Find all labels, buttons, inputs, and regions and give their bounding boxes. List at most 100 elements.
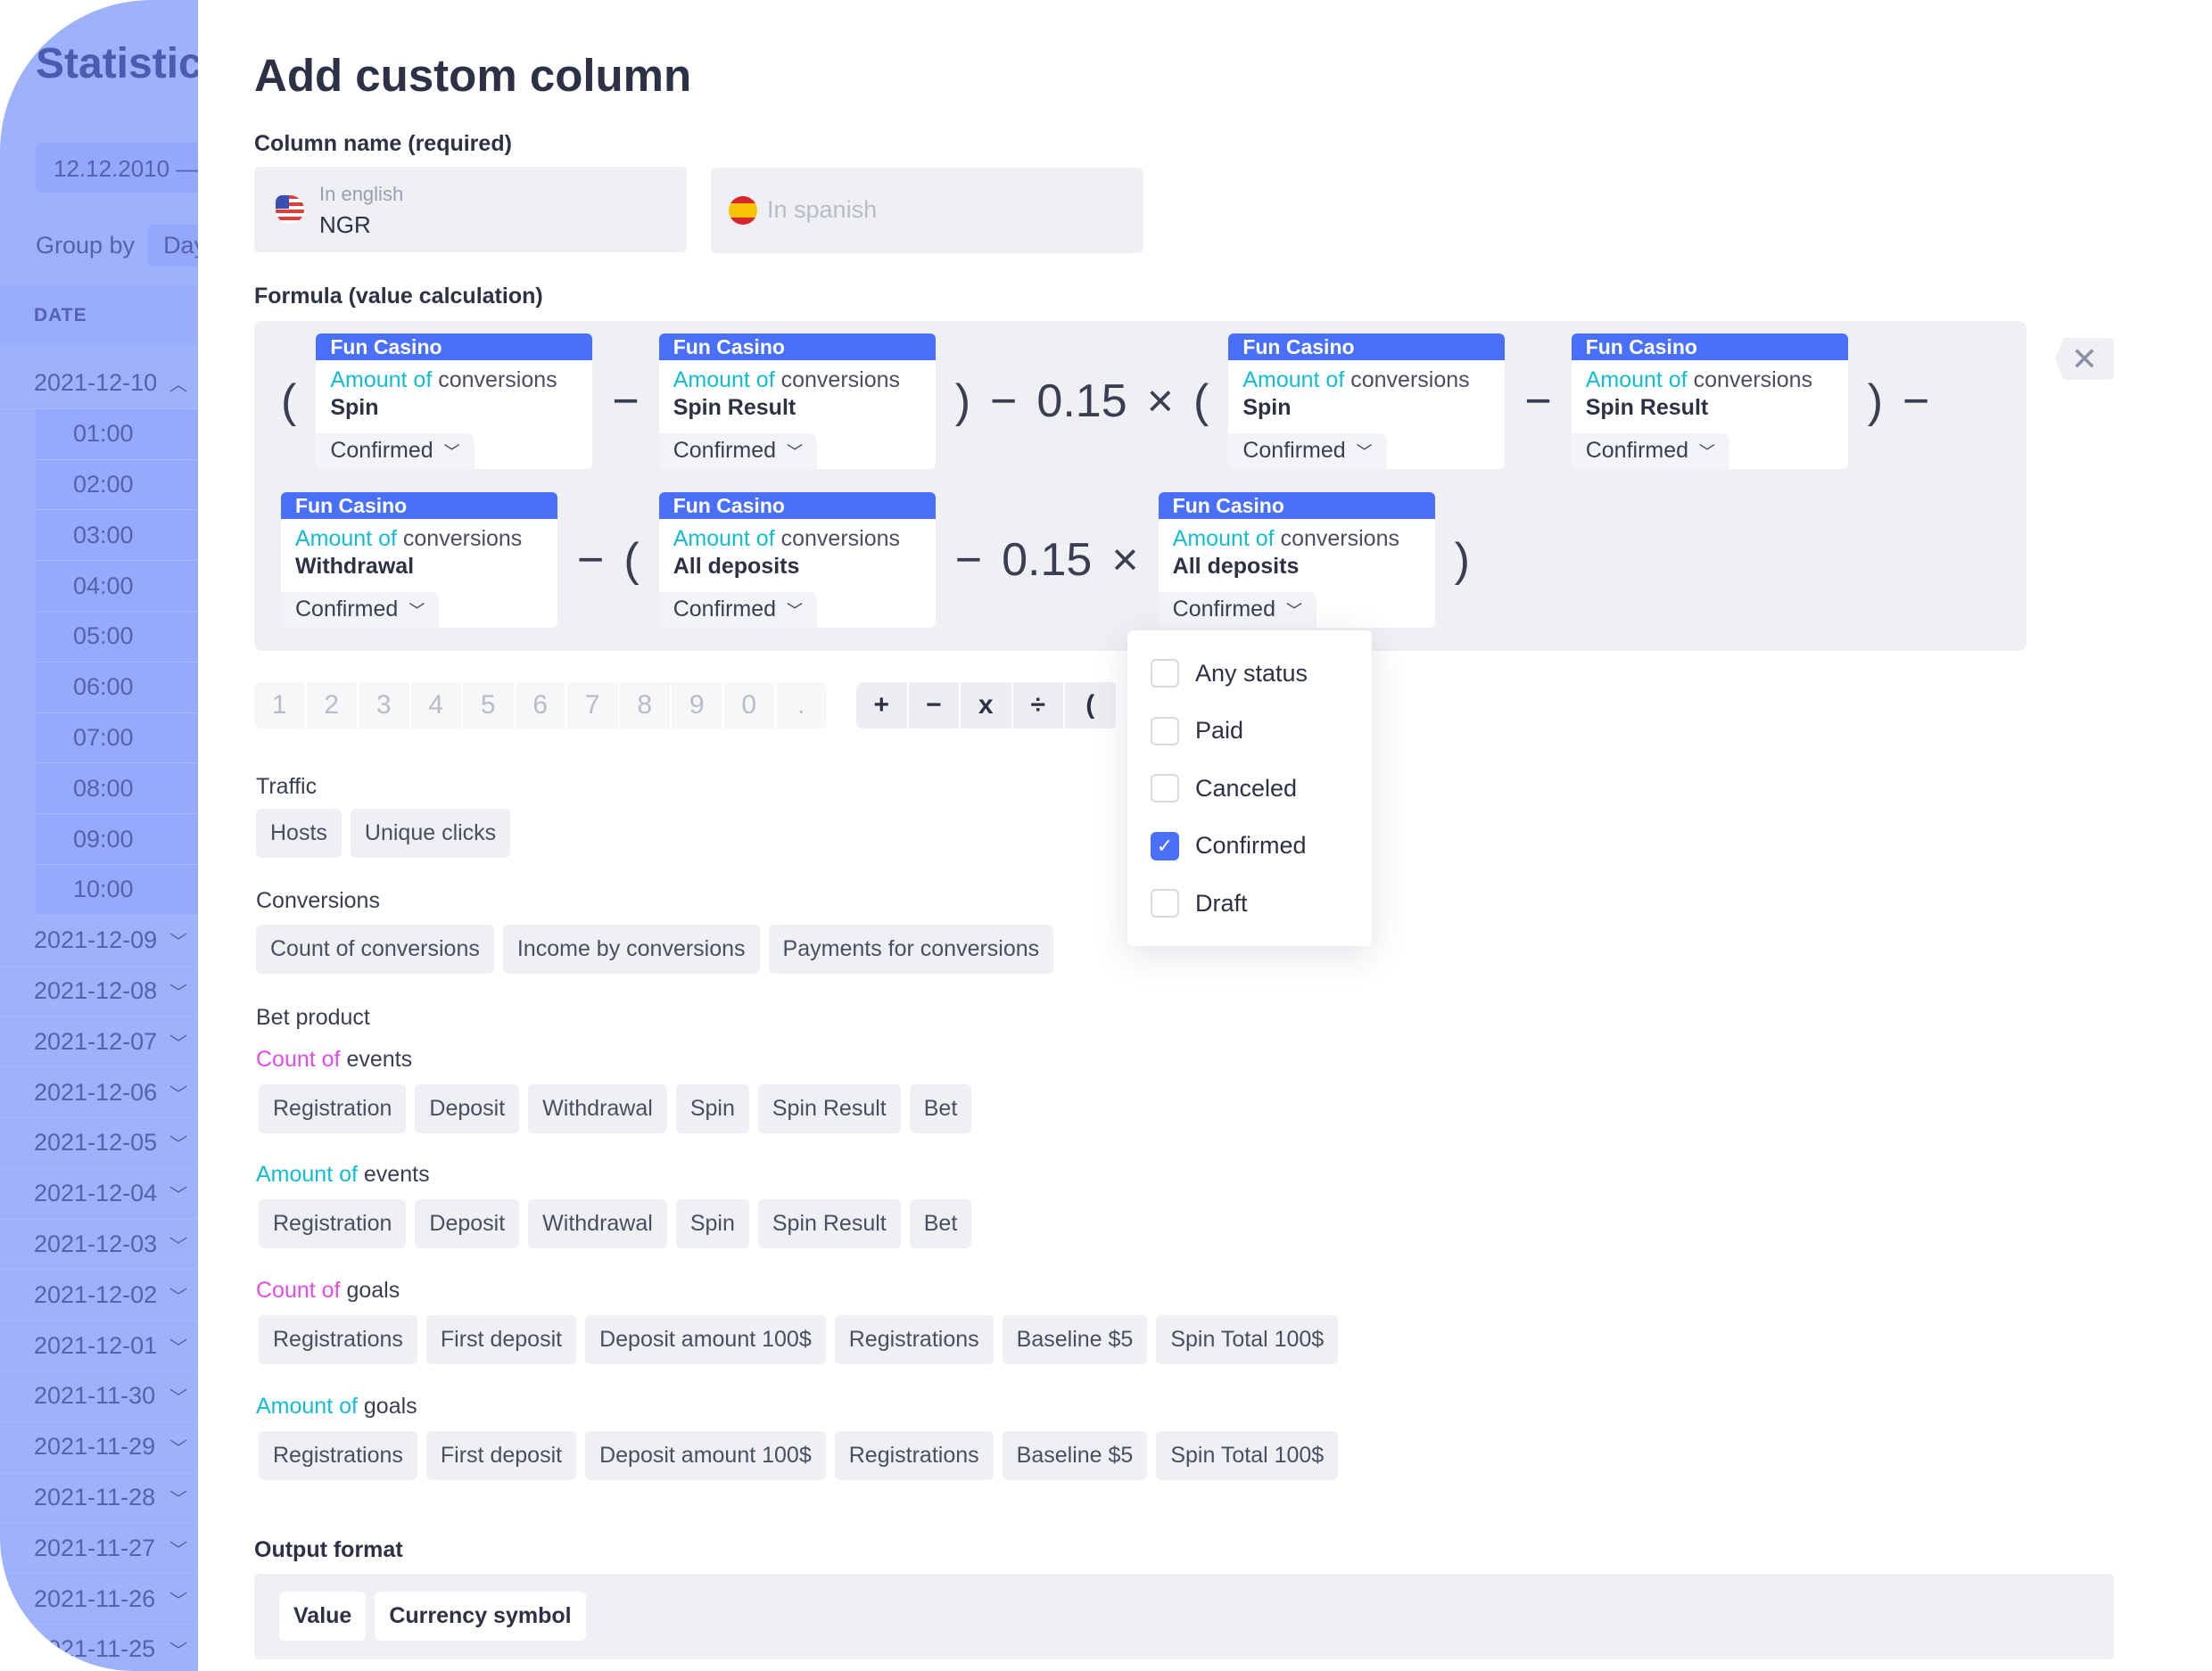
digit-key[interactable]: 1	[254, 682, 307, 728]
digit-key[interactable]: 0	[723, 682, 776, 728]
formula-operator[interactable]: −	[612, 375, 640, 427]
formula-operator[interactable]: −	[1524, 375, 1552, 427]
spanish-name-field[interactable]: In spanish	[711, 168, 1143, 253]
formula-operator[interactable]: (	[281, 375, 297, 427]
digit-key[interactable]: 7	[567, 682, 620, 728]
date-column-header[interactable]: DATE	[0, 285, 198, 344]
metric-chip[interactable]: Spin	[675, 1084, 749, 1133]
sidebar-hour-row[interactable]: 08:00	[36, 763, 198, 815]
metric-chip[interactable]: Bet	[909, 1084, 972, 1133]
sidebar-hour-row[interactable]: 05:00	[36, 611, 198, 663]
formula-metric-card[interactable]: Fun Casino Amount of conversions Spin Resu…	[658, 333, 936, 469]
metric-chip[interactable]: Registrations	[259, 1315, 417, 1364]
metric-chip[interactable]: Deposit amount 100$	[585, 1315, 826, 1364]
sidebar-hour-row[interactable]: 09:00	[36, 814, 198, 865]
sidebar-date-row[interactable]: 2021-11-25 ﹀	[0, 1625, 198, 1671]
status-option[interactable]: Paid	[1151, 716, 1243, 745]
checkbox[interactable]	[1151, 716, 1179, 745]
metric-chip[interactable]: First deposit	[425, 1431, 577, 1480]
formula-operator[interactable]: (	[1193, 375, 1209, 427]
operator-key[interactable]: ÷	[1012, 682, 1065, 728]
status-select[interactable]: Confirmed ﹀	[1158, 592, 1316, 628]
digit-key[interactable]: 9	[672, 682, 724, 728]
metric-chip[interactable]: Registration	[259, 1084, 407, 1133]
metric-chip[interactable]: Spin Total 100$	[1156, 1431, 1339, 1480]
status-option[interactable]: Any status	[1151, 659, 1308, 687]
metric-chip[interactable]: Baseline $5	[1002, 1431, 1148, 1480]
formula-operator[interactable]: −	[1902, 375, 1930, 427]
metric-chip[interactable]: Bet	[909, 1199, 972, 1248]
formula-operator[interactable]: 0.15	[1036, 375, 1127, 427]
formula-operator[interactable]: ×	[1146, 375, 1174, 427]
metric-chip[interactable]: Hosts	[256, 809, 342, 858]
metric-chip[interactable]: Baseline $5	[1002, 1315, 1148, 1364]
status-option[interactable]: ✓ Confirmed	[1151, 831, 1307, 860]
formula-operator[interactable]: −	[954, 534, 983, 586]
formula-operator[interactable]: ×	[1111, 534, 1139, 586]
sidebar-date-row[interactable]: 2021-12-02 ﹀	[0, 1270, 198, 1321]
sidebar-date-row[interactable]: 2021-11-29 ﹀	[0, 1422, 198, 1473]
english-name-field[interactable]: In english NGR	[254, 167, 687, 252]
status-option[interactable]: Draft	[1151, 889, 1248, 918]
clear-formula-button[interactable]: ✕	[2055, 338, 2114, 380]
formula-operator[interactable]: )	[1867, 375, 1884, 427]
sidebar-hour-row[interactable]: 04:00	[36, 561, 198, 612]
sidebar-date-row[interactable]: 2021-12-06 ﹀	[0, 1067, 198, 1118]
operator-key[interactable]: −	[908, 682, 961, 728]
metric-chip[interactable]: Payments for conversions	[768, 925, 1054, 974]
digit-key[interactable]: 5	[463, 682, 516, 728]
status-option[interactable]: Canceled	[1151, 774, 1297, 803]
checkbox[interactable]	[1151, 774, 1179, 803]
metric-chip[interactable]: Spin Result	[757, 1084, 901, 1133]
checkbox[interactable]	[1151, 889, 1179, 918]
sidebar-date-row[interactable]: 2021-12-08 ﹀	[0, 967, 198, 1017]
formula-operator[interactable]: −	[577, 534, 605, 586]
formula-operator[interactable]: )	[954, 375, 971, 427]
sidebar-hour-row[interactable]: 07:00	[36, 712, 198, 764]
sidebar-hour-row[interactable]: 10:00	[36, 864, 198, 916]
metric-chip[interactable]: Unique clicks	[350, 809, 511, 858]
metric-chip[interactable]: Spin Result	[757, 1199, 901, 1248]
metric-chip[interactable]: Spin Total 100$	[1156, 1315, 1339, 1364]
status-select[interactable]: Confirmed ﹀	[1228, 433, 1387, 469]
formula-operator[interactable]: )	[1454, 534, 1470, 586]
sidebar-date-row[interactable]: 2021-12-05 ﹀	[0, 1118, 198, 1169]
digit-key[interactable]: 8	[619, 682, 672, 728]
operator-key[interactable]: x	[961, 682, 1013, 728]
sidebar-date-row[interactable]: 2021-12-04 ﹀	[0, 1169, 198, 1220]
operator-key[interactable]: +	[856, 682, 909, 728]
status-select[interactable]: Confirmed ﹀	[658, 592, 818, 628]
metric-chip[interactable]: Count of conversions	[256, 925, 494, 974]
metric-chip[interactable]: Income by conversions	[502, 925, 760, 974]
sidebar-date-row[interactable]: 2021-12-07 ﹀	[0, 1017, 198, 1068]
formula-metric-card[interactable]: Fun Casino Amount of conversions Withdrawa…	[281, 492, 557, 628]
sidebar-hour-row[interactable]: 06:00	[36, 662, 198, 713]
formula-metric-card[interactable]: Fun Casino Amount of conversions All depos…	[1158, 492, 1435, 628]
metric-chip[interactable]: Deposit	[415, 1084, 520, 1133]
metric-chip[interactable]: Withdrawal	[528, 1199, 667, 1248]
date-range-input[interactable]: 12.12.2010 — 1	[36, 143, 198, 193]
sidebar-date-row[interactable]: 2021-11-27 ﹀	[0, 1523, 198, 1575]
metric-chip[interactable]: Spin	[675, 1199, 749, 1248]
digit-key[interactable]: .	[776, 682, 829, 728]
sidebar-date-row[interactable]: 2021-11-28 ﹀	[0, 1473, 198, 1524]
formula-operator[interactable]: −	[990, 375, 1018, 427]
formula-metric-card[interactable]: Fun Casino Amount of conversions Spin Confi…	[1228, 333, 1506, 469]
metric-chip[interactable]: Registrations	[834, 1431, 994, 1480]
digit-key[interactable]: 6	[515, 682, 567, 728]
checkbox[interactable]: ✓	[1151, 831, 1179, 860]
formula-operator[interactable]: (	[623, 534, 640, 586]
metric-chip[interactable]: Registrations	[834, 1315, 994, 1364]
checkbox[interactable]	[1151, 659, 1179, 687]
digit-key[interactable]: 3	[359, 682, 411, 728]
sidebar-date-row[interactable]: 2021-12-01 ﹀	[0, 1321, 198, 1371]
sidebar-date-row[interactable]: 2021-11-30 ﹀	[0, 1371, 198, 1422]
metric-chip[interactable]: Currency symbol	[375, 1592, 586, 1641]
formula-operator[interactable]: 0.15	[1002, 534, 1093, 586]
status-select[interactable]: Confirmed ﹀	[281, 592, 440, 628]
sidebar-date-row[interactable]: 2021-12-10 ︿	[0, 358, 198, 409]
digit-key[interactable]: 2	[306, 682, 359, 728]
sidebar-hour-row[interactable]: 02:00	[36, 459, 198, 511]
sidebar-hour-row[interactable]: 01:00	[36, 408, 198, 460]
status-select[interactable]: Confirmed ﹀	[658, 433, 818, 469]
